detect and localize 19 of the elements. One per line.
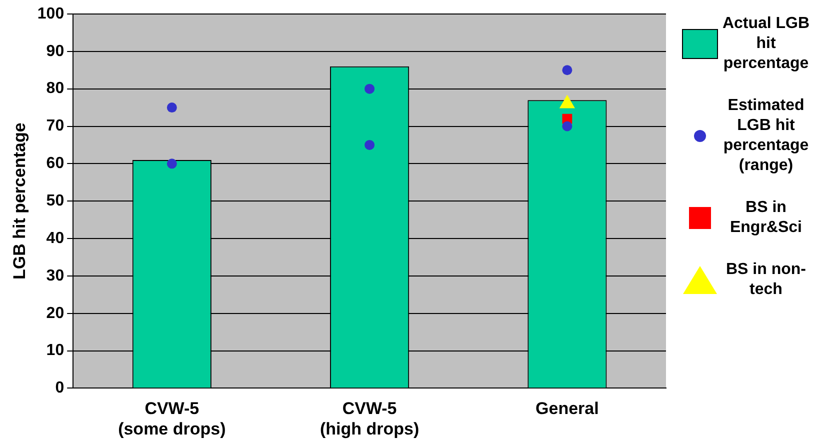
y-tick-label: 90 xyxy=(46,42,64,60)
y-tick-label: 50 xyxy=(46,192,64,210)
y-tick-label: 0 xyxy=(55,380,64,397)
legend-label: BS in Engr&Sci xyxy=(728,198,803,238)
y-tick-label: 60 xyxy=(46,155,64,172)
y-tick-label: 70 xyxy=(46,118,64,135)
y-tick-label: 40 xyxy=(46,230,64,247)
y-tick-label: 30 xyxy=(46,267,64,284)
y-tick-label: 10 xyxy=(46,342,64,360)
y-axis-title: LGB hit percentage xyxy=(10,122,29,280)
x-tick-label: CVW-5 (high drops) xyxy=(320,399,420,438)
y-tick-label: 20 xyxy=(46,304,64,322)
x-tick-label: CVW-5 (some drops) xyxy=(118,399,226,438)
legend-label: Estimated LGB hit percentage (range) xyxy=(722,96,810,176)
legend-label: Actual LGB hit percentage xyxy=(721,14,811,74)
y-tick-label: 80 xyxy=(46,80,64,98)
legend-label: BS in non-tech xyxy=(725,260,807,300)
y-tick-label: 100 xyxy=(37,5,64,22)
x-tick-label: General xyxy=(536,399,599,418)
